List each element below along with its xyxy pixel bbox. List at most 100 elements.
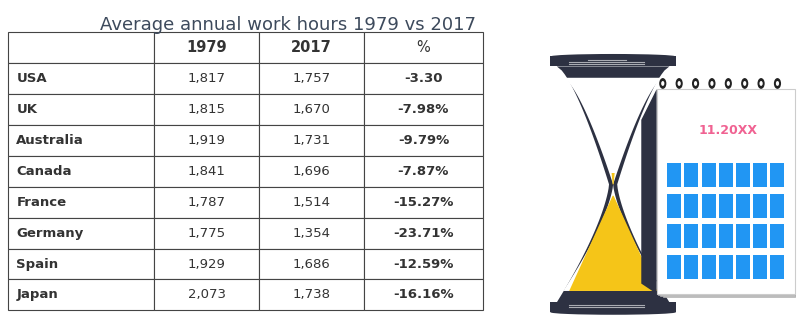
Bar — [154, 94, 259, 125]
Text: 1979: 1979 — [186, 40, 227, 55]
Bar — [364, 63, 482, 94]
Text: 1,731: 1,731 — [293, 134, 330, 147]
Bar — [154, 125, 259, 156]
Ellipse shape — [725, 78, 732, 89]
Bar — [154, 249, 259, 279]
Bar — [736, 194, 750, 218]
Bar — [753, 224, 767, 248]
Polygon shape — [563, 78, 663, 291]
Bar — [154, 187, 259, 218]
Bar — [364, 94, 482, 125]
Text: 1,815: 1,815 — [188, 103, 226, 116]
Bar — [770, 224, 784, 248]
Text: 1,841: 1,841 — [188, 165, 226, 178]
Bar — [702, 224, 716, 248]
Bar — [718, 163, 733, 187]
Bar — [364, 249, 482, 279]
Bar — [259, 125, 364, 156]
Bar — [364, 187, 482, 218]
Bar — [770, 163, 784, 187]
Bar — [259, 63, 364, 94]
Bar — [663, 256, 795, 297]
Ellipse shape — [708, 78, 715, 89]
Bar — [154, 218, 259, 249]
Bar — [8, 63, 154, 94]
Text: -7.98%: -7.98% — [398, 103, 449, 116]
Bar — [753, 194, 767, 218]
Bar — [718, 194, 733, 218]
Ellipse shape — [741, 78, 748, 89]
Text: Germany: Germany — [16, 227, 83, 240]
Bar — [718, 224, 733, 248]
Bar — [718, 255, 733, 279]
Bar — [702, 163, 716, 187]
Bar — [684, 224, 698, 248]
Ellipse shape — [659, 78, 666, 89]
Bar — [154, 32, 259, 63]
Bar — [684, 255, 698, 279]
Text: 1,757: 1,757 — [293, 72, 330, 85]
Polygon shape — [557, 67, 670, 302]
Bar — [658, 254, 795, 295]
Text: -9.79%: -9.79% — [398, 134, 449, 147]
Ellipse shape — [675, 78, 682, 89]
Ellipse shape — [661, 81, 664, 86]
Bar — [8, 218, 154, 249]
Bar — [154, 63, 259, 94]
Text: USA: USA — [16, 72, 47, 85]
Bar — [667, 194, 682, 218]
Bar — [667, 255, 682, 279]
Bar — [8, 279, 154, 310]
Text: UK: UK — [16, 103, 38, 116]
Bar — [259, 32, 364, 63]
Ellipse shape — [550, 310, 676, 315]
Text: -3.30: -3.30 — [404, 72, 442, 85]
Bar — [259, 187, 364, 218]
Bar — [684, 163, 698, 187]
Text: -7.87%: -7.87% — [398, 165, 449, 178]
Bar — [364, 218, 482, 249]
Text: -15.27%: -15.27% — [393, 196, 454, 209]
Text: 1,686: 1,686 — [293, 257, 330, 271]
Bar — [8, 249, 154, 279]
Ellipse shape — [694, 81, 697, 86]
Text: %: % — [417, 40, 430, 55]
Bar — [364, 156, 482, 187]
Bar — [259, 279, 364, 310]
Ellipse shape — [692, 78, 699, 89]
Ellipse shape — [776, 81, 779, 86]
Bar — [550, 57, 676, 67]
Text: 2,073: 2,073 — [188, 288, 226, 301]
Bar — [661, 255, 795, 296]
Ellipse shape — [678, 81, 681, 86]
Ellipse shape — [743, 81, 746, 86]
Bar — [364, 125, 482, 156]
Polygon shape — [569, 196, 657, 291]
Text: Canada: Canada — [16, 165, 72, 178]
Bar — [8, 94, 154, 125]
Ellipse shape — [726, 81, 730, 86]
Text: -23.71%: -23.71% — [393, 227, 454, 240]
Bar — [8, 156, 154, 187]
Text: -12.59%: -12.59% — [393, 257, 454, 271]
Bar — [702, 194, 716, 218]
Bar — [8, 32, 154, 63]
Text: Japan: Japan — [16, 288, 58, 301]
Bar — [753, 255, 767, 279]
Bar — [154, 156, 259, 187]
Text: 1,775: 1,775 — [188, 227, 226, 240]
Bar — [154, 279, 259, 310]
Text: 2017: 2017 — [291, 40, 332, 55]
Bar — [259, 156, 364, 187]
Text: 11.20XX: 11.20XX — [699, 124, 758, 137]
Text: France: France — [16, 196, 66, 209]
Text: 1,738: 1,738 — [293, 288, 330, 301]
Bar — [736, 163, 750, 187]
Bar — [770, 194, 784, 218]
Bar — [667, 163, 682, 187]
Text: Spain: Spain — [16, 257, 58, 271]
Bar — [8, 125, 154, 156]
Bar — [736, 224, 750, 248]
Text: 1,919: 1,919 — [188, 134, 226, 147]
Bar — [684, 194, 698, 218]
